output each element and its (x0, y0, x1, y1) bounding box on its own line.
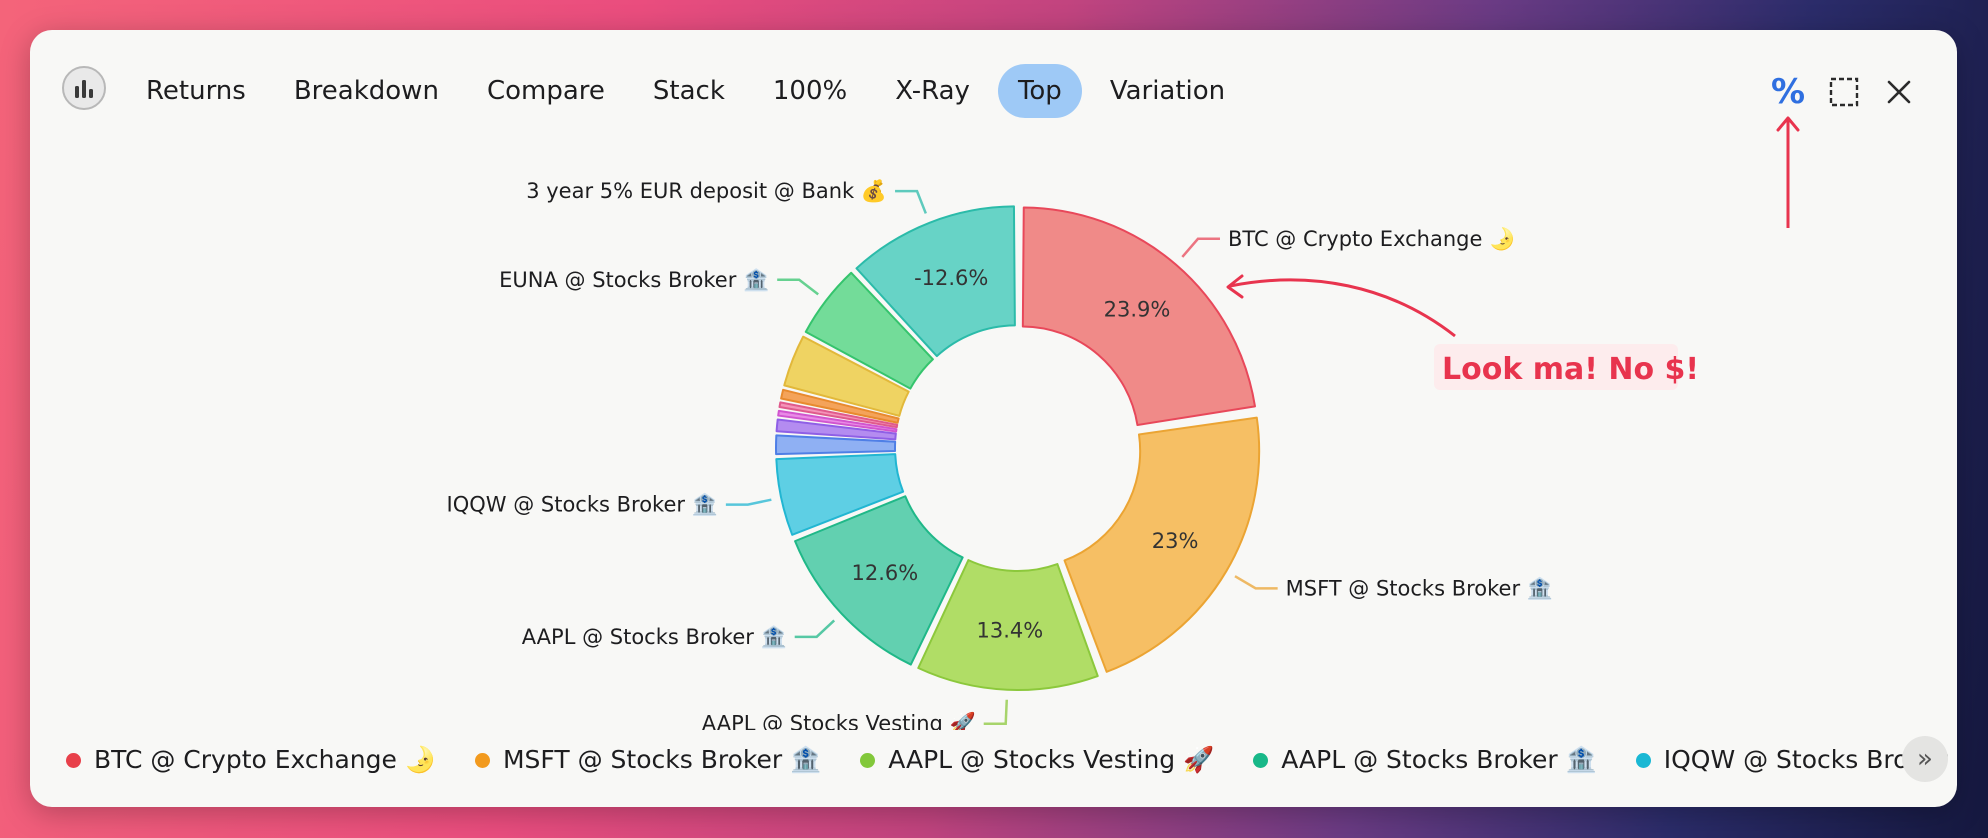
legend-dot (1253, 752, 1269, 768)
annotation-arrowhead-left (1226, 274, 1244, 299)
slice-value-label: 23% (1152, 529, 1199, 553)
label-leader-line (1181, 237, 1220, 258)
annotation-text: Look ma! No $! (1442, 352, 1699, 387)
tab-variation[interactable]: Variation (1109, 76, 1226, 106)
legend-item[interactable]: BTC @ Crypto Exchange 🌛 (66, 730, 436, 790)
legend-label: BTC @ Crypto Exchange 🌛 (94, 745, 436, 774)
annotation-box (1434, 344, 1678, 390)
percent-toggle-button[interactable]: % (1770, 72, 1806, 112)
label-leader-line (725, 498, 772, 506)
chart-panel: Returns Breakdown Compare Stack 100% X-Ray Top… (30, 30, 1957, 807)
donut-chart: BTC @ Crypto Exchange 🌛 MSFT @ Stocks Bro… (447, 116, 1800, 730)
tab-stack[interactable]: Stack (652, 76, 725, 106)
legend-dot (66, 752, 81, 768)
slice-value-label: 12.6% (852, 561, 919, 585)
donut-slice[interactable] (775, 418, 897, 441)
tab-compare[interactable]: Compare (486, 76, 605, 106)
bar-chart-icon[interactable] (62, 66, 106, 110)
slice-callout-label: BTC @ Crypto Exchange 🌛 (1228, 226, 1515, 251)
donut-slice[interactable] (775, 453, 905, 536)
slice-callout-label: AAPL @ Stocks Broker 🏦 (522, 624, 787, 649)
slice-value-label: 13.4% (977, 618, 1044, 642)
donut-slice[interactable] (775, 434, 897, 456)
tab-100[interactable]: 100% (772, 76, 848, 106)
label-leader-line (983, 699, 1009, 725)
annotation-arrow-curve (1229, 278, 1456, 338)
label-leader-line (895, 189, 927, 214)
slice-value-label: 23.9% (1104, 298, 1171, 322)
slice-callout-label: IQQW @ Stocks Broker 🏦 (447, 492, 718, 517)
donut-slice[interactable] (1021, 206, 1256, 427)
legend-scroll-right-button[interactable]: » (1902, 736, 1948, 782)
donut-slice[interactable] (794, 495, 964, 666)
toolbar: Returns Breakdown Compare Stack 100% X-Ray Top… (30, 30, 1957, 152)
annotation-arrowhead-up (1776, 116, 1800, 132)
donut-slice[interactable] (855, 205, 1016, 358)
view-tabs: Returns Breakdown Compare Stack 100% X-Ray Top… (126, 64, 1253, 118)
slice-callout-label: EUNA @ Stocks Broker 🏦 (499, 267, 769, 292)
slice-callout-label: MSFT @ Stocks Broker 🏦 (1286, 575, 1553, 600)
slice-callout-label: 3 year 5% EUR deposit @ Bank 💰 (526, 178, 887, 204)
donut-slice[interactable] (1063, 416, 1261, 673)
slice-value-label: -12.6% (914, 266, 988, 290)
donut-slice[interactable] (777, 409, 898, 433)
legend-label: AAPL @ Stocks Broker 🏦 (1281, 745, 1597, 774)
legend: BTC @ Crypto Exchange 🌛 MSFT @ Stocks Bro… (30, 730, 1957, 790)
annotation: Look ma! No $! (1226, 116, 1800, 390)
tab-returns[interactable]: Returns (146, 76, 246, 106)
legend-dot (1635, 752, 1651, 768)
legend-dot (860, 752, 876, 768)
donut-slice[interactable] (804, 271, 934, 390)
legend-label: MSFT @ Stocks Broker 🏦 (502, 745, 822, 774)
tab-top[interactable]: Top (997, 64, 1082, 118)
label-leader-line (777, 278, 819, 296)
legend-item[interactable]: AAPL @ Stocks Vesting 🚀 (860, 730, 1214, 790)
tab-breakdown[interactable]: Breakdown (293, 76, 439, 106)
expand-icon[interactable] (1824, 72, 1864, 112)
legend-label: AAPL @ Stocks Vesting 🚀 (888, 745, 1215, 774)
tab-x-ray[interactable]: X-Ray (895, 76, 970, 106)
label-leader-line (1234, 575, 1278, 590)
donut-slice[interactable] (778, 401, 899, 429)
close-icon[interactable] (1879, 72, 1919, 112)
slice-callout-label: AAPL @ Stocks Vesting 🚀 (702, 711, 976, 730)
donut-slice[interactable] (780, 388, 900, 424)
legend-item[interactable]: MSFT @ Stocks Broker 🏦 (474, 730, 822, 790)
legend-dot (474, 752, 490, 768)
legend-item[interactable]: AAPL @ Stocks Broker 🏦 (1253, 730, 1597, 790)
donut-slice[interactable] (783, 335, 910, 417)
label-leader-line (794, 619, 836, 639)
donut-slice[interactable] (917, 559, 1099, 691)
